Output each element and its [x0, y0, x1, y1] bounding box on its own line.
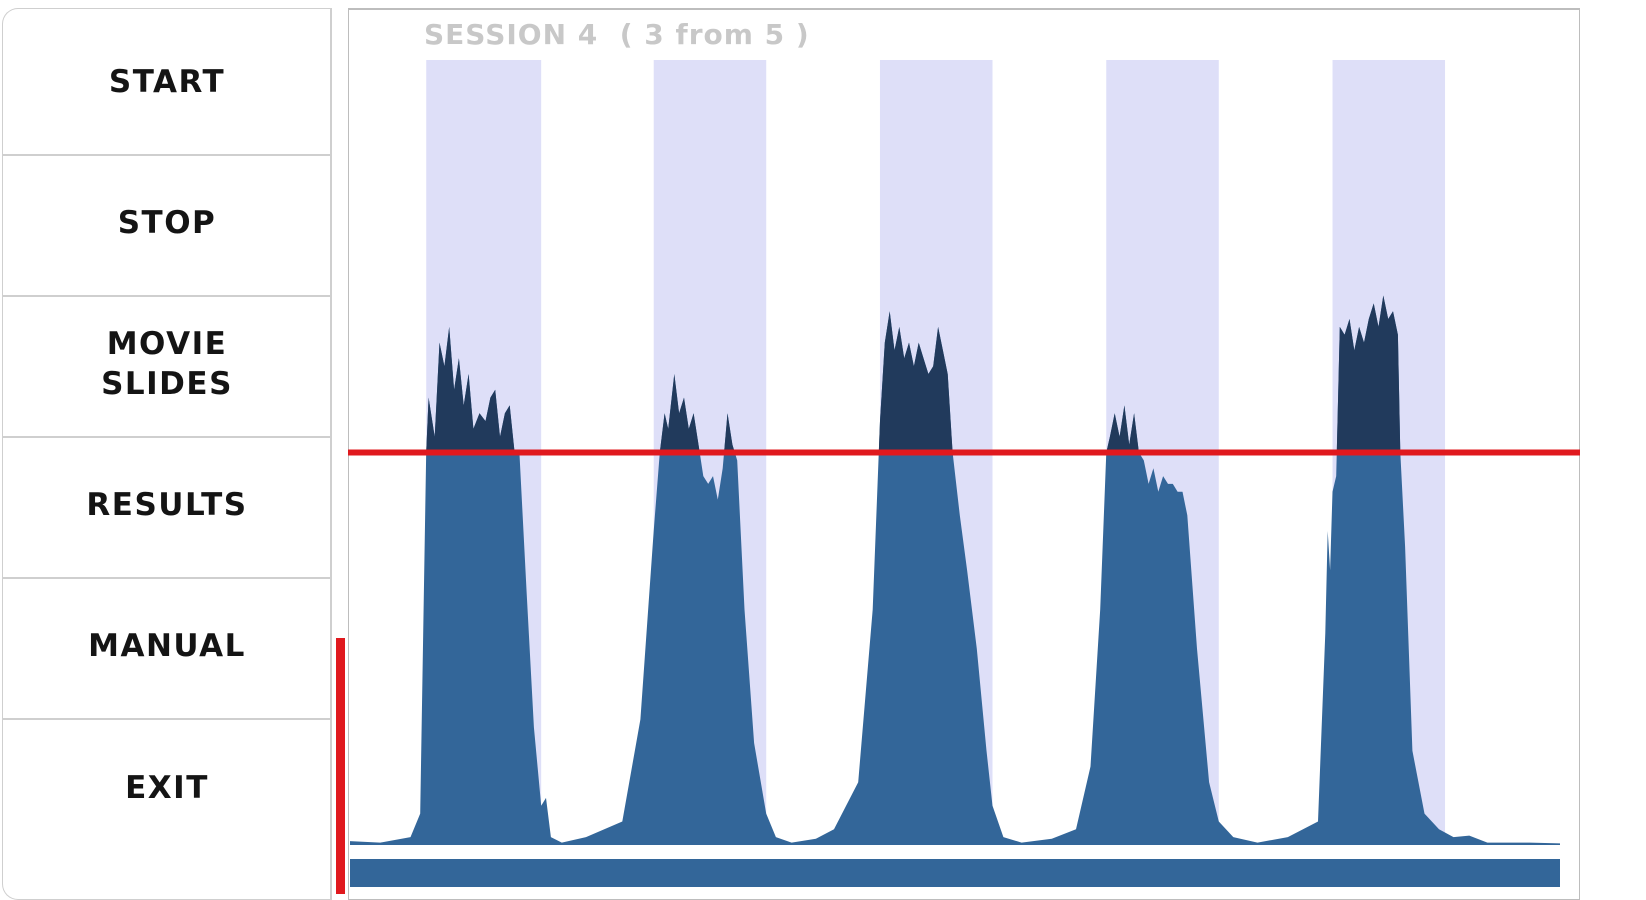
movie-slides-button[interactable]: MOVIE SLIDES — [3, 291, 330, 438]
stop-button[interactable]: STOP — [3, 150, 330, 297]
results-button[interactable]: RESULTS — [3, 432, 330, 579]
exit-button[interactable]: EXIT — [125, 769, 209, 806]
baseline-bar — [350, 859, 1560, 887]
sidebar-menu: START STOP MOVIE SLIDES RESULTS MANUAL E… — [2, 8, 330, 900]
sidebar-divider — [330, 8, 332, 900]
signal-area — [350, 295, 1560, 845]
start-button[interactable]: START — [3, 9, 330, 156]
session-title: SESSION 4 ( 3 from 5 ) — [424, 18, 810, 51]
signal-area-above-threshold — [426, 295, 1401, 453]
level-indicator-bar — [336, 638, 345, 894]
manual-button[interactable]: MANUAL — [3, 573, 330, 720]
